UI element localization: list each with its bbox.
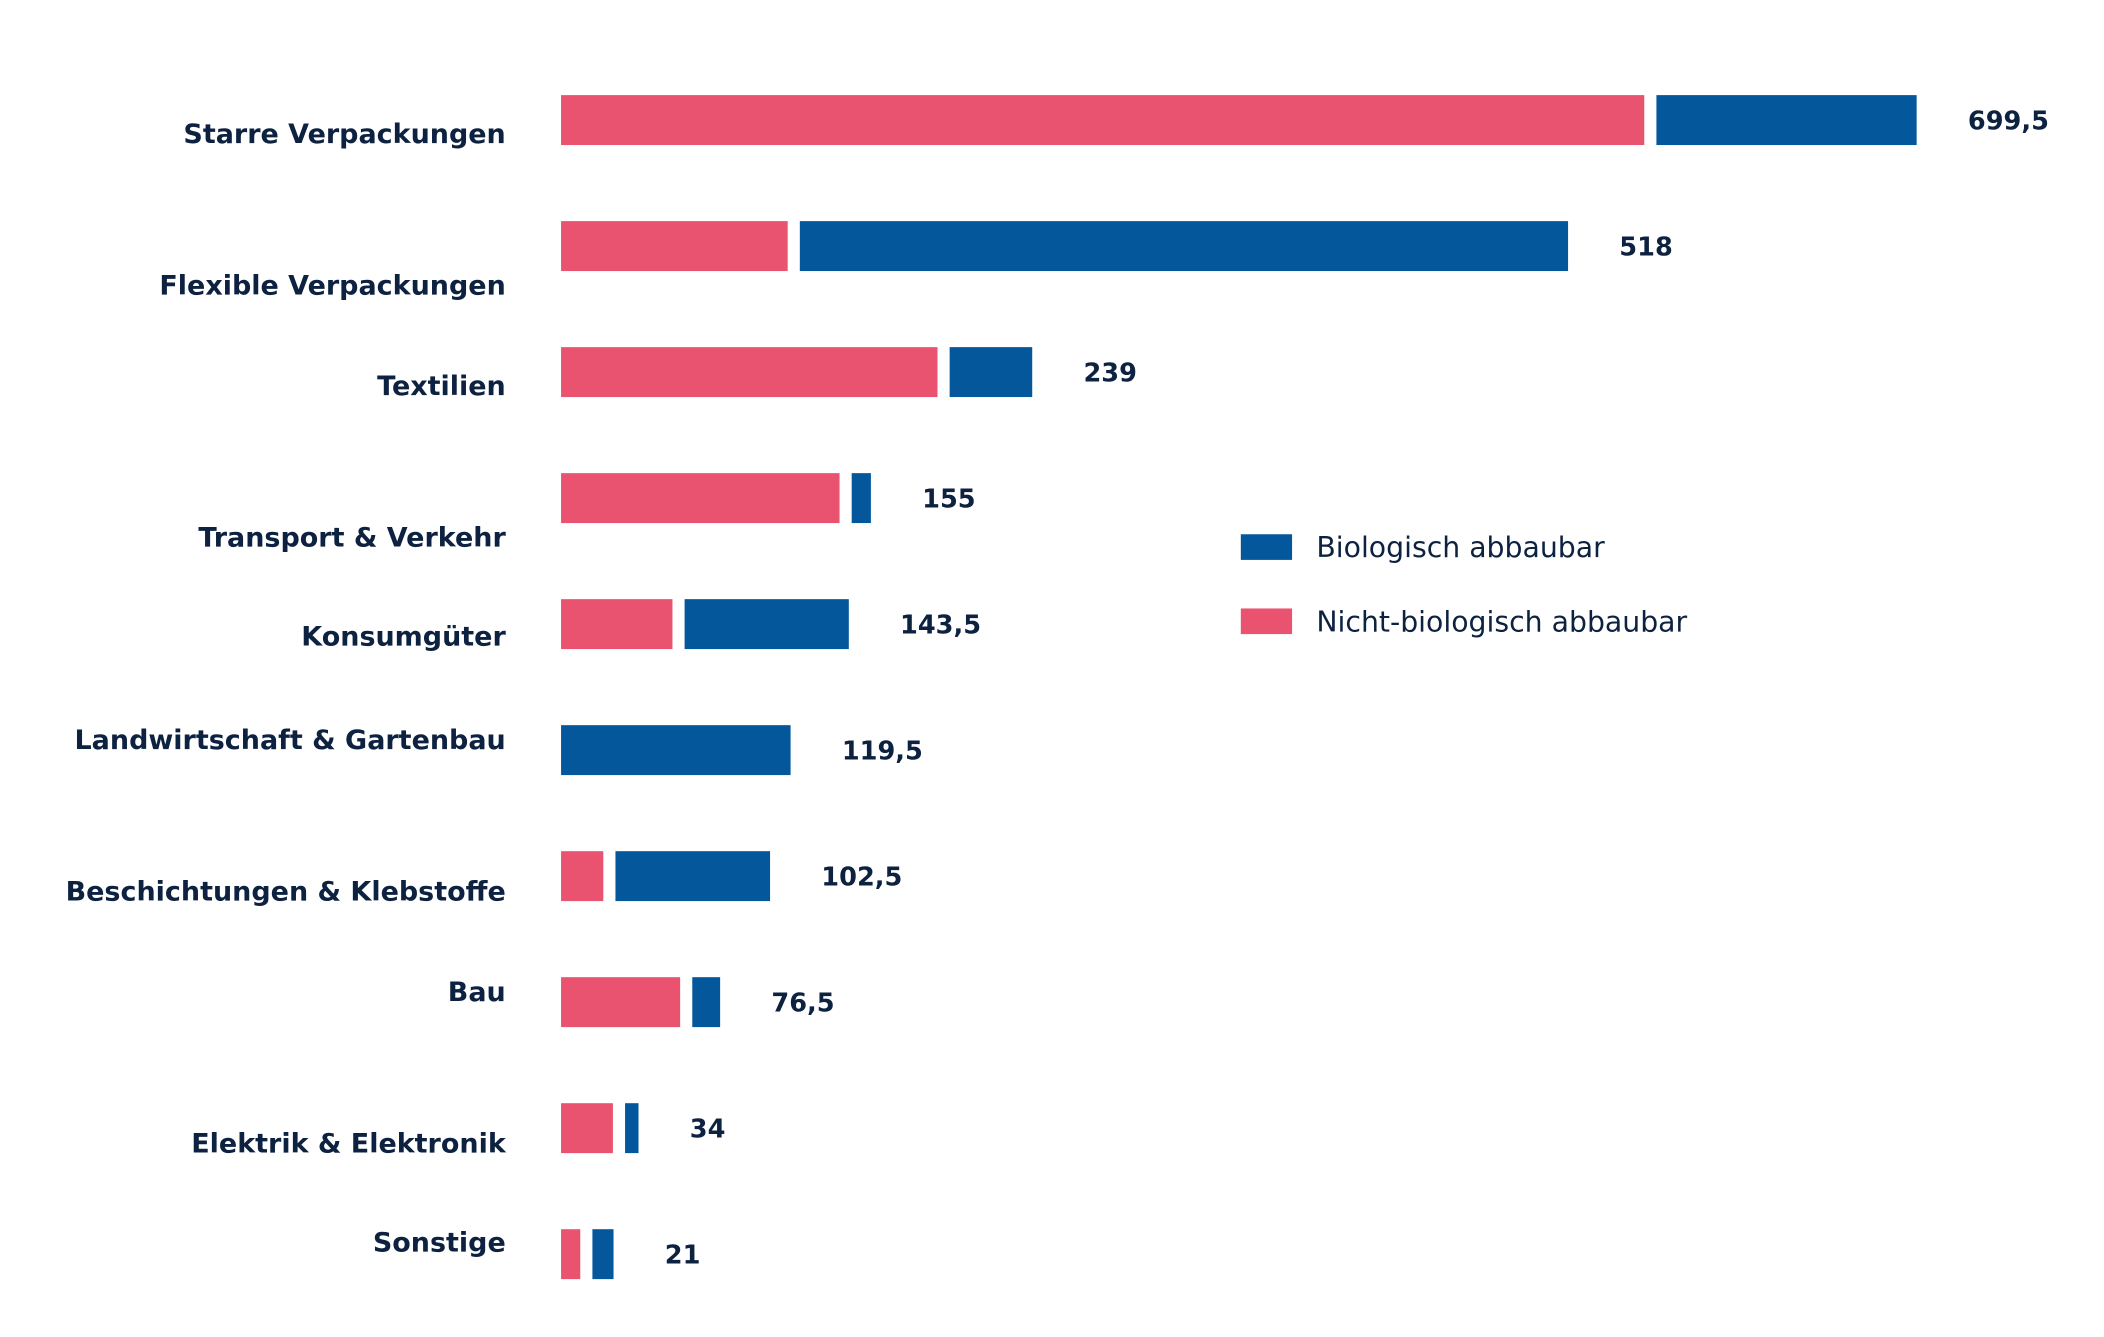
category-label: Sonstige — [373, 1227, 506, 1258]
legend-swatch-nonbio — [1240, 608, 1293, 635]
total-label: 102,5 — [821, 863, 902, 893]
category-label: Bau — [448, 977, 506, 1008]
bar-bio — [851, 473, 871, 524]
legend: Biologisch abbaubar Nicht-biologisch abb… — [1240, 531, 1688, 638]
total-label: 119,5 — [842, 737, 923, 767]
legend-label-nonbio: Nicht-biologisch abbaubar — [1316, 605, 1687, 638]
bar-nonbio — [561, 977, 681, 1028]
total-label: 155 — [922, 485, 975, 515]
total-label: 34 — [690, 1115, 726, 1145]
bar-bio — [561, 725, 791, 776]
bar-nonbio — [561, 1103, 613, 1154]
total-label: 699,5 — [1968, 107, 2049, 137]
bars-group: Starre Verpackungen 699,5 Flexible Verpack… — [66, 95, 2049, 1280]
category-label: Textilien — [377, 371, 506, 402]
category-label: Landwirtschaft & Gartenbau — [75, 725, 506, 756]
total-label: 21 — [665, 1241, 701, 1271]
bar-bio — [684, 599, 849, 650]
bar-bio — [625, 1103, 639, 1154]
total-label: 518 — [1619, 233, 1672, 263]
bar-nonbio — [561, 473, 840, 524]
bar-nonbio — [561, 1229, 581, 1280]
category-label: Transport & Verkehr — [198, 523, 506, 554]
category-label: Konsumgüter — [301, 622, 506, 653]
bar-bio — [615, 851, 771, 902]
category-label: Elektrik & Elektronik — [191, 1128, 507, 1159]
total-label: 143,5 — [900, 611, 981, 641]
category-label: Flexible Verpackungen — [159, 271, 505, 302]
bar-nonbio — [561, 599, 673, 650]
category-label: Beschichtungen & Klebstoffe — [66, 876, 506, 907]
total-label: 76,5 — [771, 989, 834, 1019]
bar-nonbio — [561, 347, 938, 398]
legend-label-bio: Biologisch abbaubar — [1316, 531, 1605, 564]
category-label: Starre Verpackungen — [183, 119, 505, 150]
bar-bio — [949, 347, 1033, 398]
total-label: 239 — [1083, 359, 1136, 389]
bar-bio — [1656, 95, 1917, 146]
legend-swatch-bio — [1240, 534, 1293, 560]
bar-nonbio — [561, 221, 788, 272]
bar-nonbio — [561, 95, 1645, 146]
bar-bio — [692, 977, 721, 1028]
bar-nonbio — [561, 851, 604, 902]
bar-bio — [592, 1229, 614, 1280]
bar-bio — [799, 221, 1569, 272]
